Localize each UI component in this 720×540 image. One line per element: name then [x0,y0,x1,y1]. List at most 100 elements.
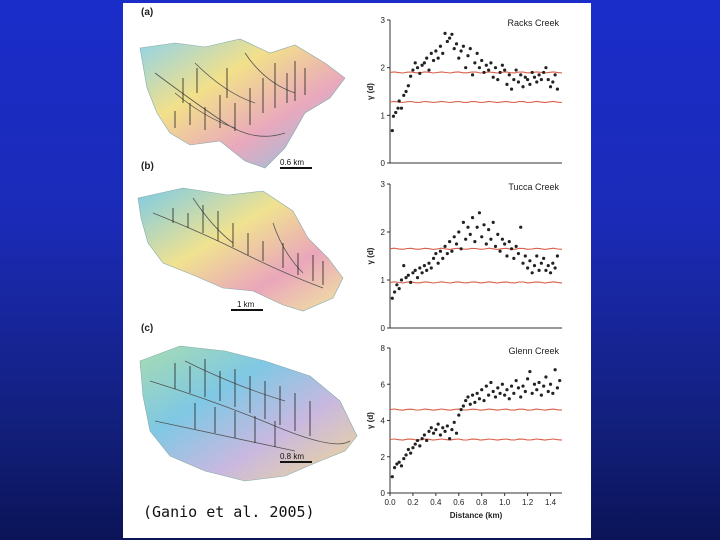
data-point [461,220,465,224]
data-point [434,252,438,256]
data-point [418,444,422,448]
y-tick-label: 0 [381,489,386,498]
data-point [546,389,550,394]
data-point [409,280,413,284]
data-point [420,63,424,67]
data-point [441,51,445,55]
data-point [395,283,399,287]
data-point [411,68,415,72]
data-point [454,42,459,46]
data-point [475,225,479,229]
data-point [521,85,525,89]
data-point [391,114,396,118]
data-point [530,70,534,75]
data-point [493,244,498,248]
data-point [512,77,516,82]
data-point [457,56,461,60]
data-point [480,235,484,239]
data-point [427,429,431,433]
data-point [487,393,491,397]
data-point [503,68,507,72]
envelope-line [389,71,563,74]
data-point [535,80,539,84]
data-point [415,276,420,280]
data-point [415,66,420,70]
data-point [459,247,463,251]
y-tick-label: 1 [381,276,386,285]
data-point [537,73,541,77]
data-point [390,296,394,300]
data-point [498,249,502,253]
data-point [505,388,509,392]
data-point [521,384,525,388]
data-point [555,87,560,91]
data-point [496,232,500,236]
data-point [503,393,507,397]
y-axis-label: γ (d) [366,83,375,100]
data-point [411,271,415,275]
envelope-line [389,408,563,411]
data-point [436,261,440,265]
data-point [500,63,504,67]
x-tick-label: 1.2 [522,498,534,507]
chart-title: Glenn Creek [508,346,559,356]
data-point [454,242,459,246]
data-point [523,75,527,79]
watershed-map-c [139,345,358,482]
y-axis-label: γ (d) [366,247,375,264]
data-point [468,402,472,406]
data-point [443,429,447,433]
data-point [491,75,495,79]
data-point [466,54,470,58]
data-point [457,230,461,234]
data-point [548,271,553,275]
data-point [402,264,406,268]
data-point [509,87,514,91]
scale-bar-c: 0.8 km [280,452,312,463]
scale-bar-a: 0.6 km [280,158,312,169]
data-point [394,110,398,115]
data-point [519,395,523,399]
data-point [390,475,394,479]
data-point [553,73,557,77]
data-point [526,377,530,381]
data-point [431,431,436,435]
data-point [443,244,447,248]
data-point [551,391,555,395]
data-point [546,77,550,82]
data-point [406,447,410,452]
data-point [422,433,426,437]
watershed-map-b [137,187,344,312]
data-point [473,61,477,65]
data-point [509,247,514,251]
data-point [450,427,454,432]
data-point [399,464,404,468]
data-point [470,393,475,397]
data-point [551,261,555,265]
x-tick-label: 0.4 [430,498,442,507]
data-point [425,268,429,272]
data-point [425,438,429,443]
data-point [532,382,537,386]
figure-panel: (a) 0.6 km [123,3,591,538]
data-point [413,61,417,65]
data-point [452,47,456,51]
data-point [450,32,454,36]
data-point [397,287,401,291]
data-point [409,451,413,455]
data-point [491,389,495,394]
data-point [477,211,482,215]
panel-label-c: (c) [141,323,154,334]
data-point [546,264,550,268]
y-tick-label: 2 [381,453,386,462]
data-point [528,82,532,86]
data-point [434,49,438,53]
data-point [434,427,438,432]
data-point [558,379,562,383]
data-point [519,225,523,229]
y-tick-label: 8 [381,344,386,353]
data-point [498,391,502,395]
data-point [452,235,456,239]
data-point [468,47,472,51]
